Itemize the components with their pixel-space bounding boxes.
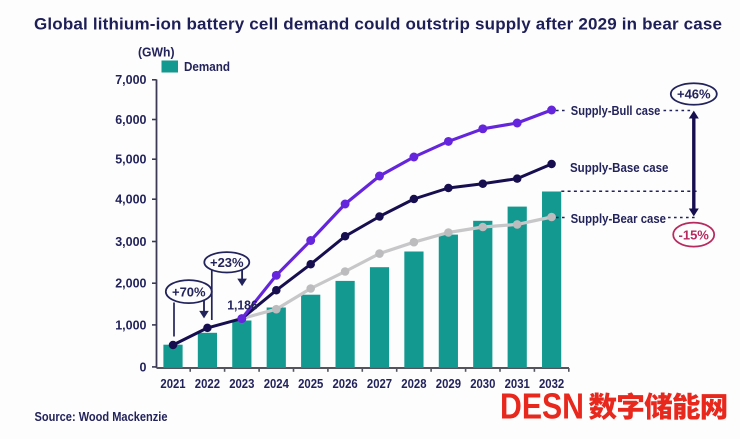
svg-text:2030: 2030: [470, 377, 495, 391]
svg-text:DESN: DESN: [500, 386, 584, 427]
svg-text:4,000: 4,000: [115, 193, 146, 207]
svg-text:6,000: 6,000: [115, 113, 146, 127]
svg-text:Supply-Base case: Supply-Base case: [570, 160, 668, 175]
svg-text:2026: 2026: [333, 377, 358, 391]
svg-text:2025: 2025: [298, 377, 323, 391]
svg-text:2029: 2029: [436, 377, 461, 391]
svg-text:3,000: 3,000: [115, 235, 146, 249]
svg-text:Global lithium-ion battery cel: Global lithium-ion battery cell demand c…: [34, 14, 722, 33]
svg-text:+70%: +70%: [172, 284, 206, 299]
svg-text:2024: 2024: [264, 377, 289, 391]
svg-text:2,000: 2,000: [115, 277, 146, 291]
svg-text:7,000: 7,000: [115, 73, 146, 87]
svg-text:2023: 2023: [229, 377, 254, 391]
svg-text:2031: 2031: [505, 377, 530, 391]
svg-text:2027: 2027: [367, 377, 392, 391]
svg-text:-15%: -15%: [679, 227, 710, 242]
svg-text:5,000: 5,000: [115, 153, 146, 167]
svg-text:Supply-Bear case: Supply-Bear case: [571, 211, 666, 226]
svg-text:Supply-Bull case: Supply-Bull case: [571, 103, 661, 118]
svg-text:+23%: +23%: [210, 255, 244, 270]
svg-text:2022: 2022: [195, 377, 220, 391]
svg-text:Source: Wood Mackenzie: Source: Wood Mackenzie: [35, 410, 168, 424]
svg-text:+46%: +46%: [677, 87, 711, 102]
svg-text:2021: 2021: [160, 377, 185, 391]
svg-text:1,000: 1,000: [115, 318, 146, 332]
svg-text:0: 0: [140, 360, 147, 374]
svg-text:2028: 2028: [401, 377, 426, 391]
svg-text:(GWh): (GWh): [138, 46, 175, 60]
svg-text:1,186: 1,186: [227, 297, 258, 312]
svg-text:2032: 2032: [539, 377, 564, 391]
svg-text:Demand: Demand: [184, 59, 230, 74]
